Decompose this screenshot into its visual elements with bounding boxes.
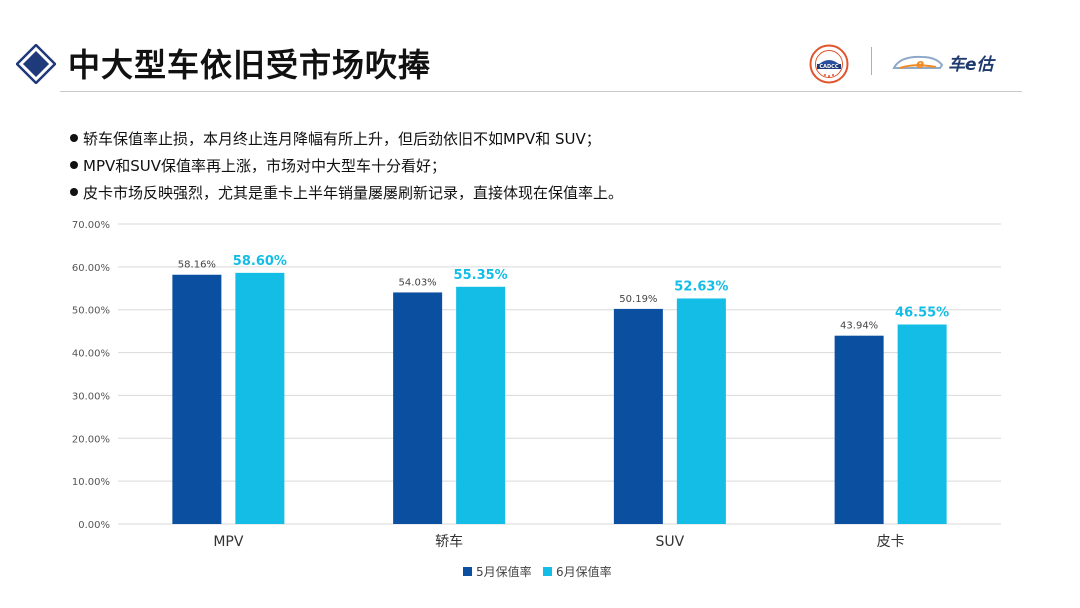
y-tick-label: 0.00% [78, 520, 110, 531]
slide-header: 中大型车依旧受市场吹捧 CADCC e 车e估 [0, 0, 1080, 92]
bullet-dot-icon [70, 134, 78, 142]
bar [834, 335, 884, 524]
x-tick-label: MPV [213, 534, 244, 550]
brand-text: 车e估 [948, 55, 997, 75]
svg-text:e: e [916, 57, 924, 71]
y-tick-label: 50.00% [72, 306, 110, 317]
bullet-list: 轿车保值率止损，本月终止连月降幅有所上升，但后劲依旧不如MPV和 SUV； MP… [70, 126, 1030, 207]
x-tick-label: 轿车 [435, 533, 463, 550]
y-tick-label: 20.00% [72, 434, 110, 445]
bar [456, 286, 506, 524]
y-tick-label: 60.00% [72, 263, 110, 274]
y-tick-label: 70.00% [72, 220, 110, 231]
data-label: 58.60% [233, 254, 287, 269]
bar [897, 324, 947, 524]
bar [235, 272, 285, 524]
header-divider [60, 91, 1022, 92]
data-label: 54.03% [399, 277, 437, 288]
page-title: 中大型车依旧受市场吹捧 [68, 46, 432, 84]
y-tick-label: 30.00% [72, 391, 110, 402]
bullet-item: 皮卡市场反映强烈，尤其是重卡上半年销量屡屡刷新记录，直接体现在保值率上。 [70, 180, 1030, 207]
bullet-dot-icon [70, 161, 78, 169]
bar [393, 292, 443, 524]
data-label: 52.63% [674, 279, 728, 294]
x-tick-label: 皮卡 [877, 534, 905, 550]
bullet-item: MPV和SUV保值率再上涨，市场对中大型车十分看好； [70, 153, 1030, 180]
x-tick-label: SUV [656, 534, 685, 550]
legend-label: 6月保值率 [556, 564, 612, 579]
bar-chart: 0.00% 10.00% 20.00% 30.00% 40.00% 50.00% 60.00… [72, 220, 1001, 579]
logo-divider [871, 47, 872, 75]
legend-swatch [543, 567, 552, 576]
cadcc-logo-text: CADCC [819, 64, 838, 70]
bar [613, 308, 663, 524]
data-label: 50.19% [619, 294, 657, 305]
bullet-item: 轿车保值率止损，本月终止连月降幅有所上升，但后劲依旧不如MPV和 SUV； [70, 126, 1030, 153]
y-tick-label: 40.00% [72, 349, 110, 360]
cadcc-logo: CADCC [809, 44, 849, 84]
diamond-icon [16, 44, 56, 84]
data-label: 55.35% [454, 268, 508, 283]
bar [676, 298, 726, 524]
bullet-dot-icon [70, 188, 78, 196]
y-tick-label: 10.00% [72, 477, 110, 488]
chee-logo: e 车e估 [892, 55, 997, 75]
bar [172, 274, 222, 524]
data-label: 58.16% [178, 260, 216, 271]
legend-label: 5月保值率 [476, 564, 532, 579]
data-label: 43.94% [840, 321, 878, 332]
data-label: 46.55% [895, 306, 949, 321]
legend-swatch [463, 567, 472, 576]
